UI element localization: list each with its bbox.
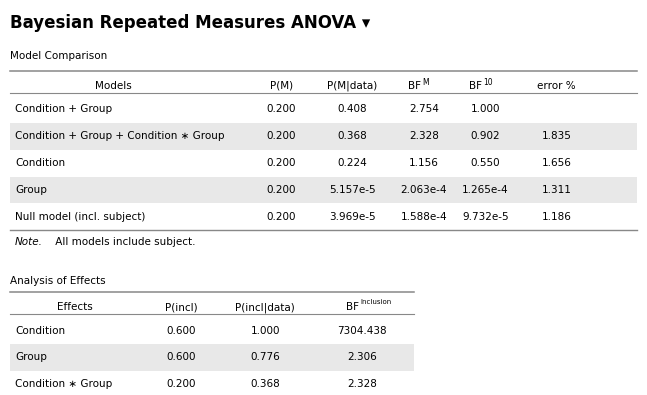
Text: 1.588e-4: 1.588e-4: [400, 212, 447, 222]
Bar: [10, 344, 414, 371]
Bar: [10, 177, 637, 203]
Text: 0.200: 0.200: [267, 158, 296, 168]
Text: 2.754: 2.754: [409, 104, 439, 115]
Text: 2.063e-4: 2.063e-4: [400, 185, 447, 195]
Text: M: M: [422, 78, 428, 87]
Text: 1.000: 1.000: [470, 104, 500, 115]
Text: P(incl): P(incl): [165, 302, 197, 312]
Text: 2.328: 2.328: [347, 379, 377, 389]
Text: 10: 10: [483, 78, 493, 87]
Text: Condition + Group + Condition ∗ Group: Condition + Group + Condition ∗ Group: [15, 131, 225, 141]
Text: 9.732e-5: 9.732e-5: [462, 212, 509, 222]
Text: Group: Group: [15, 352, 47, 363]
Text: 0.776: 0.776: [250, 352, 280, 363]
Text: 0.902: 0.902: [470, 131, 500, 141]
Text: BF: BF: [469, 81, 482, 91]
Text: 7304.438: 7304.438: [338, 325, 387, 336]
Text: 0.368: 0.368: [250, 379, 280, 389]
Text: 5.157e-5: 5.157e-5: [329, 185, 376, 195]
Text: 1.835: 1.835: [542, 131, 571, 141]
Text: P(incl|data): P(incl|data): [236, 302, 295, 313]
Text: 1.311: 1.311: [542, 185, 571, 195]
Text: 1.656: 1.656: [542, 158, 571, 168]
Text: 3.969e-5: 3.969e-5: [329, 212, 376, 222]
Text: 0.200: 0.200: [267, 212, 296, 222]
Text: BF: BF: [346, 302, 359, 312]
Text: Null model (incl. subject): Null model (incl. subject): [15, 212, 146, 222]
Text: 0.600: 0.600: [166, 352, 196, 363]
Text: BF: BF: [408, 81, 421, 91]
Text: All models include subject.: All models include subject.: [52, 237, 195, 247]
Text: Effects: Effects: [56, 302, 93, 312]
Text: P(M|data): P(M|data): [327, 81, 378, 92]
Text: 0.200: 0.200: [267, 185, 296, 195]
Text: Condition: Condition: [15, 158, 65, 168]
Text: 0.550: 0.550: [470, 158, 500, 168]
Text: Bayesian Repeated Measures ANOVA ▾: Bayesian Repeated Measures ANOVA ▾: [10, 14, 370, 32]
Text: 1.000: 1.000: [250, 325, 280, 336]
Text: 0.200: 0.200: [267, 104, 296, 115]
Text: Note.: Note.: [15, 237, 43, 247]
Text: 2.306: 2.306: [347, 352, 377, 363]
Text: 0.408: 0.408: [338, 104, 367, 115]
Text: 0.224: 0.224: [338, 158, 367, 168]
Text: 0.200: 0.200: [267, 131, 296, 141]
Text: Inclusion: Inclusion: [360, 299, 391, 305]
Text: 1.186: 1.186: [542, 212, 571, 222]
Text: P(M): P(M): [270, 81, 293, 91]
Text: Analysis of Effects: Analysis of Effects: [10, 276, 105, 286]
Text: Models: Models: [95, 81, 131, 91]
Text: 0.200: 0.200: [166, 379, 196, 389]
Text: 1.265e-4: 1.265e-4: [462, 185, 509, 195]
Bar: [10, 123, 637, 150]
Text: 1.156: 1.156: [409, 158, 439, 168]
Text: Condition + Group: Condition + Group: [15, 104, 112, 115]
Text: error %: error %: [537, 81, 576, 91]
Text: Condition: Condition: [15, 325, 65, 336]
Text: 0.600: 0.600: [166, 325, 196, 336]
Text: 2.328: 2.328: [409, 131, 439, 141]
Text: Group: Group: [15, 185, 47, 195]
Text: Condition ∗ Group: Condition ∗ Group: [15, 379, 112, 389]
Text: Model Comparison: Model Comparison: [10, 51, 107, 61]
Text: 0.368: 0.368: [338, 131, 367, 141]
